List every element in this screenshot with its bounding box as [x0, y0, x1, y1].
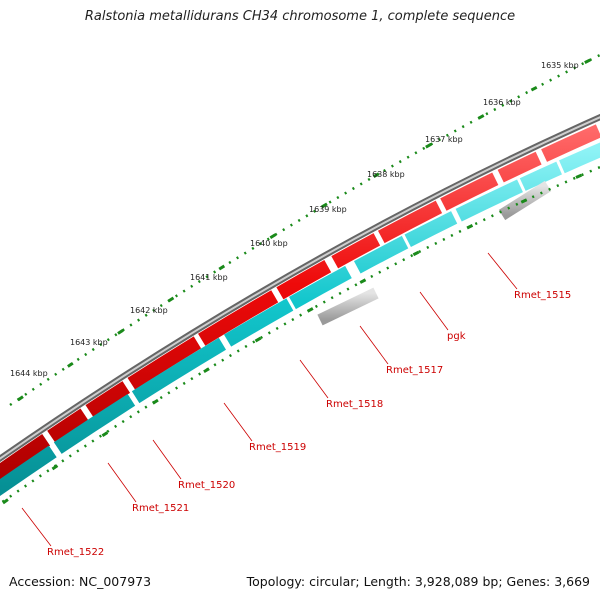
gene-label-rmet-1522: Rmet_1522 [47, 547, 104, 558]
reverse-strand-cds [0, 142, 600, 497]
gene-label-rmet-1517: Rmet_1517 [386, 365, 443, 376]
gene-label-pgk: pgk [447, 331, 466, 342]
gene-label-rmet-1521: Rmet_1521 [132, 503, 189, 514]
scale-label-1637: 1637 kbp [425, 135, 463, 144]
scale-label-1639: 1639 kbp [309, 205, 347, 214]
scale-label-1642: 1642 kbp [130, 306, 168, 315]
scale-label-1635: 1635 kbp [541, 61, 579, 70]
accession-text: Accession: NC_007973 [9, 574, 152, 589]
gene-label-rmet-1519: Rmet_1519 [249, 442, 306, 453]
map-title: Ralstonia metallidurans CH34 chromosome … [84, 9, 516, 24]
gray-gene-pgk [317, 287, 379, 326]
genome-summary-text: Topology: circular; Length: 3,928,089 bp… [246, 574, 590, 589]
gene-label-rmet-1515: Rmet_1515 [514, 290, 571, 301]
gene-label-rmet-1518: Rmet_1518 [326, 399, 383, 410]
inner-tick-ring [0, 165, 600, 506]
forward-strand-cds [0, 122, 600, 481]
scale-label-1644: 1644 kbp [10, 369, 48, 378]
scale-label-1638: 1638 kbp [367, 170, 405, 179]
scale-label-1641: 1641 kbp [190, 273, 228, 282]
scale-ring [9, 53, 600, 407]
backbone-ring-highlight [0, 116, 600, 460]
gene-label-rmet-1520: Rmet_1520 [178, 480, 235, 491]
scale-label-1636: 1636 kbp [483, 98, 521, 107]
gene-label-leaders [21, 252, 518, 547]
scale-label-1643: 1643 kbp [70, 338, 108, 347]
scale-label-1640: 1640 kbp [250, 239, 288, 248]
